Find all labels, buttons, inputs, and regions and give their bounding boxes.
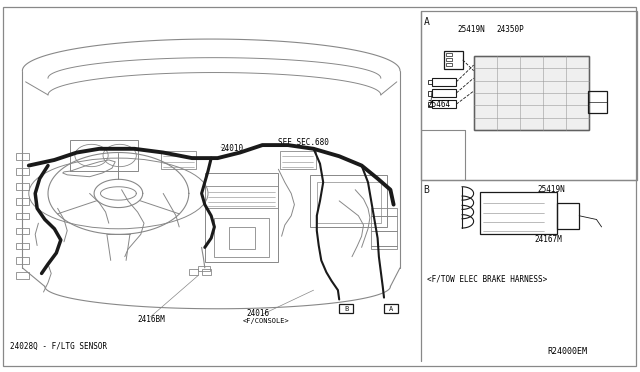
Text: B: B — [344, 306, 348, 312]
Text: B: B — [424, 185, 429, 195]
Text: 25419N: 25419N — [458, 25, 485, 34]
Bar — [70, 140, 138, 171]
Text: 24010: 24010 — [221, 144, 244, 153]
Bar — [16, 168, 29, 175]
Bar — [432, 89, 456, 97]
Text: <F/TOW ELEC BRAKE HARNESS>: <F/TOW ELEC BRAKE HARNESS> — [427, 275, 547, 283]
Text: R24000EM: R24000EM — [547, 347, 588, 356]
Text: 25419N: 25419N — [538, 185, 565, 194]
Bar — [474, 56, 589, 130]
Bar — [16, 183, 29, 190]
Bar — [428, 80, 432, 84]
Bar — [202, 269, 211, 275]
Bar — [280, 151, 316, 169]
Bar — [16, 272, 29, 279]
Bar — [384, 304, 398, 313]
Bar — [205, 173, 278, 262]
Bar — [317, 182, 381, 223]
Bar — [446, 58, 452, 61]
Bar — [339, 304, 353, 313]
Text: 25464: 25464 — [428, 100, 451, 109]
Bar — [444, 51, 463, 69]
Bar — [214, 218, 269, 257]
Bar — [189, 269, 198, 275]
Text: 2416BM: 2416BM — [138, 315, 165, 324]
Bar — [310, 175, 387, 227]
Bar — [446, 63, 452, 66]
Bar — [371, 208, 397, 249]
Text: 24028Q - F/LTG SENSOR: 24028Q - F/LTG SENSOR — [10, 342, 107, 351]
Bar — [205, 186, 278, 208]
Text: 24167M: 24167M — [534, 235, 562, 244]
Text: SEE SEC.680: SEE SEC.680 — [278, 138, 329, 147]
Text: A: A — [389, 306, 393, 312]
Bar — [428, 102, 432, 107]
Bar — [16, 228, 29, 234]
Bar — [428, 91, 432, 96]
Bar — [432, 100, 456, 108]
Bar — [446, 53, 452, 56]
Bar — [16, 213, 29, 219]
Text: A: A — [424, 17, 429, 27]
Bar — [432, 78, 456, 86]
Bar — [16, 243, 29, 249]
Text: 24016: 24016 — [246, 309, 269, 318]
Bar — [229, 227, 255, 249]
Bar — [161, 151, 196, 169]
Bar — [16, 198, 29, 205]
Bar — [198, 266, 210, 271]
Text: <F/CONSOLE>: <F/CONSOLE> — [243, 318, 290, 324]
Bar — [588, 91, 607, 113]
Bar — [16, 153, 29, 160]
Bar — [16, 257, 29, 264]
Bar — [557, 203, 579, 229]
Text: 24350P: 24350P — [496, 25, 524, 34]
Bar — [480, 192, 557, 234]
Bar — [421, 11, 637, 180]
